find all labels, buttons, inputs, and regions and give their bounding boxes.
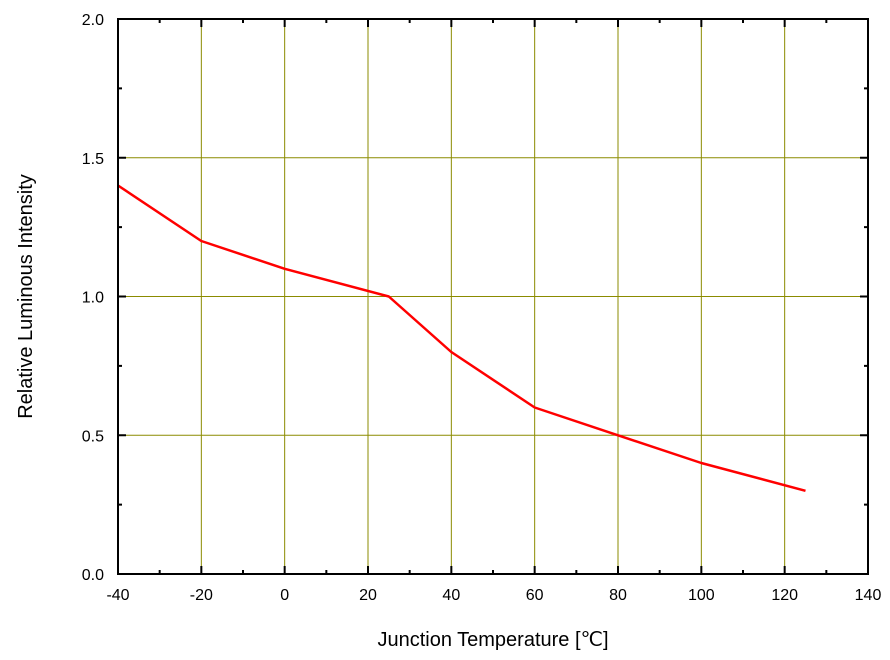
y-tick-label: 0.5 bbox=[82, 428, 104, 445]
axis-ticks bbox=[117, 18, 869, 575]
grid bbox=[118, 19, 868, 574]
y-tick-label: 1.5 bbox=[82, 151, 104, 168]
y-tick-label: 2.0 bbox=[82, 12, 104, 29]
series-line bbox=[117, 184, 806, 493]
x-tick-label: 120 bbox=[771, 587, 798, 604]
x-tick-label: 40 bbox=[442, 587, 460, 604]
x-axis-title: Junction Temperature [℃] bbox=[377, 629, 608, 651]
y-axis-title: Relative Luminous Intensity bbox=[15, 174, 37, 419]
x-tick-labels: -40 -20 0 20 40 60 80 100 120 140 bbox=[106, 587, 881, 604]
x-tick-label: -20 bbox=[190, 587, 213, 604]
x-tick-label: -40 bbox=[106, 587, 129, 604]
x-tick-label: 20 bbox=[359, 587, 377, 604]
y-tick-label: 1.0 bbox=[82, 290, 104, 307]
y-tick-labels: 0.0 0.5 1.0 1.5 2.0 bbox=[82, 12, 104, 584]
x-tick-label: 0 bbox=[280, 587, 289, 604]
y-tick-label: 0.0 bbox=[82, 567, 104, 584]
x-tick-label: 100 bbox=[688, 587, 715, 604]
x-tick-label: 140 bbox=[855, 587, 882, 604]
series-lines bbox=[117, 184, 806, 493]
x-tick-label: 60 bbox=[526, 587, 544, 604]
x-tick-label: 80 bbox=[609, 587, 627, 604]
